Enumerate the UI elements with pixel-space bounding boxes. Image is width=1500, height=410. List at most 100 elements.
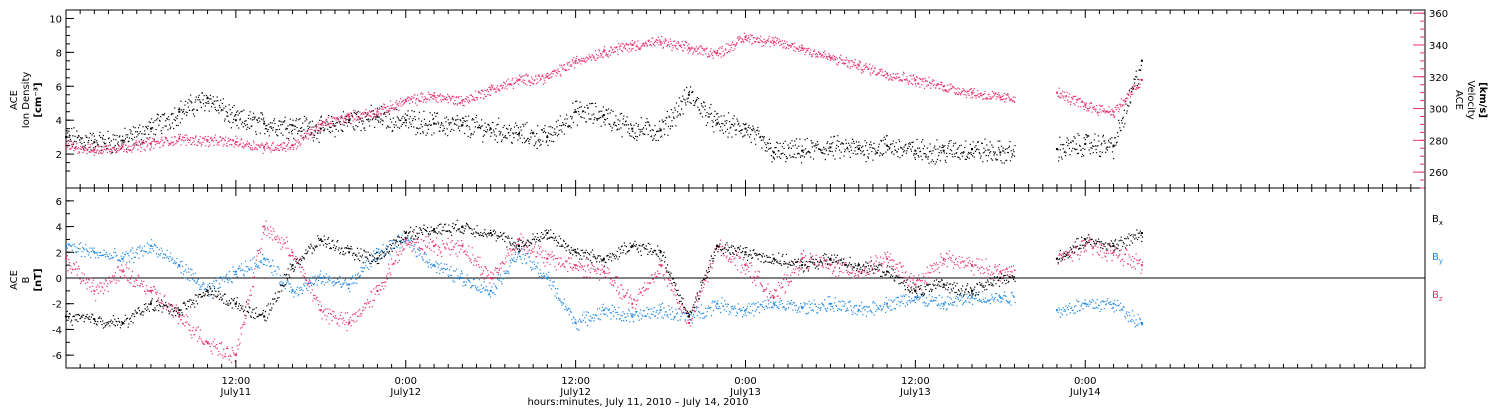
velocity-series-sample (562, 68, 564, 70)
velocity-series-sample (209, 144, 211, 146)
velocity-series-sample (516, 80, 518, 82)
velocity-series-sample (86, 148, 89, 151)
by-series-sample (688, 318, 691, 321)
by-series-sample (447, 274, 449, 276)
by-series-sample (872, 300, 875, 303)
ion-density-series-sample (635, 135, 637, 138)
velocity-series-sample (1099, 105, 1102, 107)
by-series-sample (99, 251, 102, 253)
by-series-sample (303, 285, 306, 287)
velocity-series-sample (277, 149, 279, 151)
by-series-sample (443, 267, 445, 269)
ion-density-series-sample (988, 152, 991, 154)
velocity-series-sample (235, 135, 237, 137)
ion-density-series-sample (447, 119, 449, 121)
ion-density-series-sample (814, 150, 816, 152)
by-series-sample (747, 311, 749, 313)
velocity-series-sample (782, 43, 785, 45)
ion-density-series-sample (939, 146, 941, 148)
by-series-sample (885, 296, 887, 299)
ion-density-series-sample (847, 142, 850, 144)
velocity-series-sample (148, 142, 150, 145)
ion-density-series-sample (716, 113, 718, 115)
ion-density-series-sample (562, 122, 564, 124)
velocity-series-sample (958, 88, 961, 90)
ion-density-series-sample (203, 103, 205, 105)
velocity-series-sample (1062, 90, 1064, 92)
velocity-series-sample (1098, 111, 1100, 114)
velocity-series-sample (463, 105, 465, 107)
ion-density-series-sample (796, 147, 798, 149)
by-series-sample (131, 258, 133, 260)
velocity-series-sample (79, 148, 81, 150)
by-series-sample (931, 296, 933, 298)
by-series-sample (548, 271, 550, 273)
by-series-sample (819, 309, 822, 311)
by-series-sample (233, 270, 235, 273)
by-series-sample (771, 306, 773, 308)
by-series-sample (760, 304, 762, 306)
by-series-sample (817, 307, 819, 309)
velocity-series-point (518, 78, 520, 81)
ion-density-series-sample (480, 126, 482, 128)
ion-density-series-sample (591, 114, 593, 116)
by-series-sample (187, 279, 189, 281)
by-series-sample (475, 286, 477, 289)
velocity-series-sample (98, 152, 100, 155)
velocity-series-sample (789, 44, 791, 47)
velocity-series-sample (987, 98, 989, 100)
by-series-sample (701, 312, 703, 314)
by-series-sample (445, 268, 447, 271)
ion-density-series-sample (166, 117, 168, 119)
velocity-series-sample (556, 69, 558, 71)
velocity-series-sample (487, 93, 489, 96)
ion-density-series-sample (124, 127, 126, 129)
velocity-series-sample (423, 98, 426, 101)
by-series-sample (485, 285, 487, 288)
ion-density-series-sample (505, 137, 507, 139)
by-series-sample (519, 256, 521, 258)
by-series-sample (235, 273, 238, 276)
ion-density-series-sample (141, 133, 143, 135)
by-series-sample (590, 320, 592, 322)
velocity-series-sample (812, 53, 814, 55)
ion-density-series-sample (149, 121, 152, 124)
by-series-sample (698, 311, 700, 313)
ion-density-series-sample (559, 115, 561, 117)
ion-density-series-sample (238, 127, 240, 129)
by-series-sample (293, 292, 296, 294)
by-series-sample (926, 305, 928, 307)
velocity-series-sample (393, 108, 396, 111)
velocity-series-sample (917, 82, 919, 84)
ion-density-series-sample (833, 135, 836, 138)
by-series-point (1140, 322, 1143, 324)
ion-density-series-sample (380, 118, 382, 120)
ion-density-series-sample (509, 134, 511, 137)
ion-density-series-sample (1105, 148, 1107, 150)
velocity-series-sample (696, 48, 699, 50)
velocity-series-sample (687, 45, 689, 47)
by-series-sample (322, 275, 325, 277)
by-series-sample (383, 255, 385, 257)
velocity-series-sample (384, 113, 386, 116)
velocity-series-sample (284, 147, 286, 150)
velocity-series-sample (913, 74, 915, 76)
ion-density-series-sample (112, 134, 114, 136)
velocity-series-sample (881, 71, 884, 73)
by-series-sample (557, 288, 559, 290)
ion-density-series-sample (658, 130, 660, 132)
velocity-series-sample (1107, 110, 1109, 113)
velocity-series-sample (210, 139, 213, 142)
ion-density-series-sample (489, 127, 491, 129)
velocity-series-sample (572, 60, 574, 62)
by-series-sample (504, 272, 507, 274)
velocity-series-sample (990, 98, 992, 100)
by-series-sample (674, 315, 676, 318)
velocity-series-sample (80, 145, 82, 147)
ion-density-series-sample (255, 131, 257, 133)
velocity-series-sample (855, 64, 857, 66)
velocity-series-sample (992, 92, 995, 94)
velocity-series-sample (876, 73, 879, 75)
velocity-series-sample (611, 49, 614, 51)
ion-density-series-sample (458, 130, 461, 132)
